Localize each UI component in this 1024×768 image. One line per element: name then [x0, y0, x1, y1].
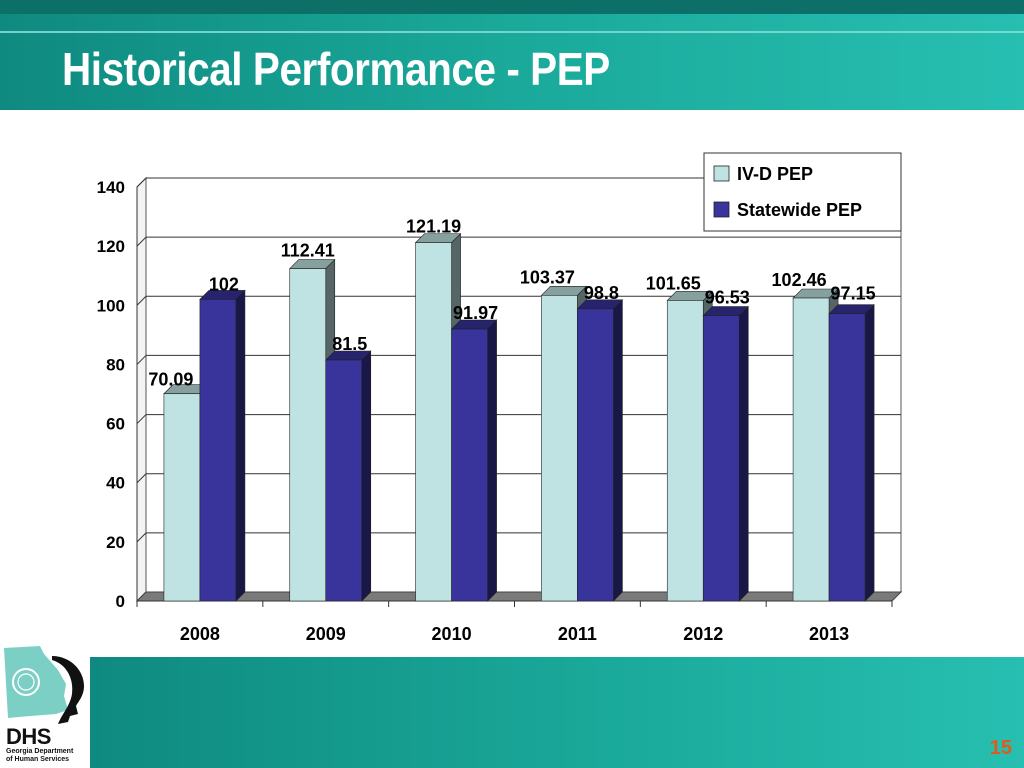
x-tick-label: 2008 — [180, 624, 220, 644]
gridline-side — [136, 355, 147, 365]
gridline-side — [136, 295, 147, 306]
bar-side — [613, 299, 623, 602]
y-tick-label: 80 — [106, 355, 125, 374]
x-tick-label: 2013 — [809, 624, 849, 644]
bar-side — [361, 350, 372, 602]
title-hairline — [0, 31, 1024, 33]
bar — [163, 393, 201, 602]
legend-swatch — [713, 165, 730, 182]
data-label: 98.8 — [584, 283, 619, 303]
data-label: 103.37 — [520, 267, 575, 287]
y-tick-label: 0 — [116, 592, 125, 611]
bar — [702, 315, 740, 602]
bar-side — [487, 319, 497, 602]
logo-subtitle-line2: of Human Services — [6, 756, 70, 763]
data-label: 102 — [209, 274, 239, 294]
bar — [577, 308, 614, 602]
bar — [415, 242, 452, 602]
y-tick-label: 100 — [97, 296, 125, 315]
legend-swatch — [713, 201, 730, 218]
bar — [199, 299, 237, 602]
slide-title: Historical Performance - PEP — [62, 43, 610, 95]
page-number: 15 — [989, 737, 1012, 759]
bar — [828, 313, 866, 602]
data-label: 112.41 — [281, 241, 335, 261]
legend-label: Statewide PEP — [737, 200, 862, 220]
bar — [541, 295, 578, 602]
x-tick-label: 2011 — [558, 624, 597, 644]
x-tick-label: 2009 — [306, 624, 346, 644]
data-label: 101.65 — [646, 273, 701, 293]
logo-wordmark: DHS — [6, 724, 51, 749]
bar — [792, 297, 830, 602]
y-tick-label: 60 — [106, 415, 125, 434]
title-top-strip — [0, 0, 1024, 14]
y-tick-label: 120 — [97, 237, 125, 256]
y-tick-label: 20 — [106, 533, 125, 552]
y-tick-label: 40 — [106, 474, 125, 493]
gridline-side — [136, 473, 147, 484]
legend-box — [703, 152, 902, 232]
bar — [325, 359, 363, 602]
legend-label: IV-D PEP — [737, 164, 813, 184]
logo-subtitle: Georgia Department of Human Services — [6, 748, 86, 764]
gridline-side — [136, 414, 147, 424]
bar — [666, 300, 704, 602]
data-label: 97.15 — [831, 284, 876, 304]
bar — [451, 328, 488, 602]
chart-floor — [135, 591, 903, 602]
dhs-logo: DHS Georgia Department of Human Services — [0, 640, 90, 768]
bar-side — [864, 303, 875, 602]
logo-subtitle-line1: Georgia Department — [6, 748, 74, 755]
gridline-side — [136, 236, 147, 247]
data-label: 81.5 — [332, 334, 367, 354]
data-label: 96.53 — [705, 288, 750, 308]
x-tick-label: 2010 — [432, 624, 472, 644]
bar-side — [738, 305, 749, 602]
bar — [289, 268, 327, 602]
data-label: 91.97 — [453, 303, 498, 323]
chart-back-wall — [145, 177, 902, 593]
gridline-side — [136, 532, 147, 543]
gridline-side — [136, 177, 147, 188]
data-label: 102.46 — [772, 270, 827, 290]
x-tick-label: 2012 — [683, 624, 723, 644]
y-tick-label: 140 — [97, 178, 125, 197]
bar-side — [235, 289, 246, 602]
title-band: Historical Performance - PEP — [0, 0, 1024, 110]
data-label: 121.19 — [406, 217, 461, 237]
georgia-state-icon — [4, 646, 84, 724]
footer-band: 15 — [90, 657, 1024, 768]
data-label: 70.09 — [148, 370, 193, 390]
